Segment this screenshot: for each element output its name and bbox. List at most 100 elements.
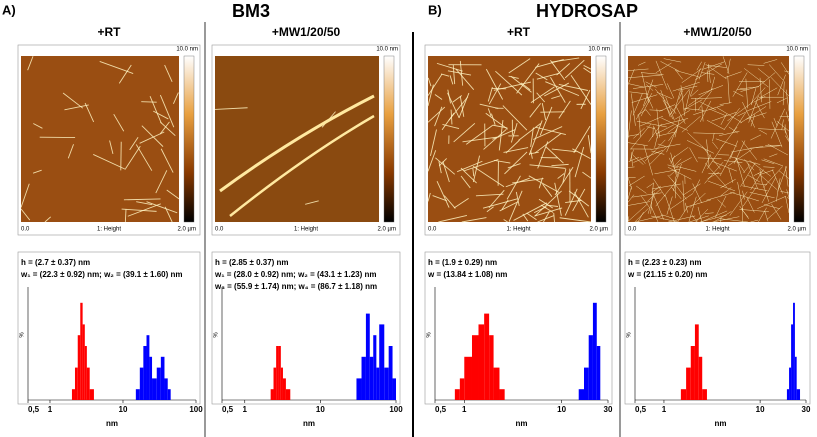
fiber xyxy=(751,87,766,104)
fiber xyxy=(427,77,432,87)
fiber xyxy=(534,207,563,217)
histogram-bar xyxy=(484,313,490,400)
fiber xyxy=(744,68,769,88)
fiber xyxy=(505,139,520,154)
fiber xyxy=(488,83,502,105)
fiber xyxy=(551,148,577,153)
fiber xyxy=(777,74,786,96)
histogram-bar xyxy=(786,389,790,400)
fiber xyxy=(635,215,664,223)
fiber xyxy=(630,152,633,167)
fiber xyxy=(681,116,701,133)
scale-max: 10.0 nm xyxy=(376,47,398,53)
afm-image xyxy=(21,56,179,222)
histogram-bar xyxy=(156,367,161,400)
fiber xyxy=(670,155,676,164)
fiber xyxy=(749,160,771,177)
fiber xyxy=(516,63,540,94)
histogram-bar xyxy=(384,367,389,400)
scale-origin: 0.0 xyxy=(21,227,30,233)
fiber xyxy=(649,109,663,111)
fiber xyxy=(633,149,664,163)
fiber xyxy=(741,209,749,218)
fiber xyxy=(737,112,746,117)
fiber xyxy=(505,177,530,188)
x-tick-label: 10 xyxy=(756,405,765,414)
fiber xyxy=(680,85,685,116)
fiber xyxy=(684,108,705,111)
fiber xyxy=(734,157,746,173)
histogram-bar xyxy=(702,389,707,400)
fiber xyxy=(723,160,743,163)
fiber xyxy=(442,123,460,130)
histogram-bar xyxy=(791,324,794,400)
fiber xyxy=(20,183,30,208)
fiber xyxy=(109,140,114,154)
histogram-bar xyxy=(493,367,500,400)
fiber xyxy=(160,148,174,173)
fiber xyxy=(743,166,749,173)
fiber xyxy=(582,171,592,179)
fiber xyxy=(764,211,769,222)
x-tick-label: 0,5 xyxy=(28,405,40,414)
fiber xyxy=(443,195,456,209)
fiber xyxy=(701,106,704,122)
histogram-bar xyxy=(167,389,171,400)
fiber xyxy=(757,72,776,88)
fiber xyxy=(733,90,744,97)
fiber xyxy=(759,168,763,185)
histogram-bar xyxy=(686,367,691,400)
fiber xyxy=(697,206,703,223)
histogram-bar xyxy=(592,302,597,400)
scan-size: 2.0 µm xyxy=(378,227,396,233)
fiber xyxy=(504,151,528,175)
fiber xyxy=(492,129,516,140)
fiber xyxy=(727,149,753,167)
fiber xyxy=(646,182,654,188)
fiber xyxy=(763,184,770,202)
histogram-bar xyxy=(143,346,147,400)
histogram-bar xyxy=(139,367,144,400)
fiber xyxy=(553,212,555,223)
annotation: w = (21.15 ± 0.20) nm xyxy=(627,270,707,279)
fiber xyxy=(160,121,176,136)
column-title: +MW1/20/50 xyxy=(683,25,752,39)
histogram-bar xyxy=(270,389,274,400)
fiber xyxy=(639,157,646,164)
fiber xyxy=(678,90,684,100)
fiber xyxy=(583,67,592,74)
fiber xyxy=(685,202,688,213)
histogram-bar xyxy=(77,335,81,400)
fiber xyxy=(674,158,682,167)
fiber xyxy=(651,206,659,223)
histogram-bar xyxy=(379,324,385,400)
fiber xyxy=(682,180,685,212)
fiber xyxy=(770,108,785,139)
fiber xyxy=(702,146,721,170)
fiber xyxy=(113,113,125,132)
group-title: HYDROSAP xyxy=(536,1,638,21)
histogram-frame xyxy=(17,251,201,405)
fiber xyxy=(742,190,745,200)
fiber xyxy=(727,75,730,104)
fiber xyxy=(643,144,653,176)
annotation: w₁ = (28.0 ± 0.92) nm; w₂ = (43.1 ± 1.23… xyxy=(214,270,376,279)
fiber xyxy=(127,203,161,217)
histogram-bar xyxy=(160,356,165,400)
annotation: h = (1.9 ± 0.29) nm xyxy=(428,258,497,267)
fiber xyxy=(712,141,719,149)
fiber xyxy=(465,124,493,145)
fiber xyxy=(628,74,661,79)
fiber xyxy=(664,194,675,223)
fiber xyxy=(689,147,698,163)
fiber xyxy=(438,158,447,167)
fiber xyxy=(762,166,783,188)
fiber xyxy=(655,182,676,207)
fiber xyxy=(706,191,735,201)
fiber xyxy=(654,169,680,175)
fiber xyxy=(628,83,645,88)
fiber xyxy=(700,214,727,223)
fiber xyxy=(677,206,689,223)
fiber xyxy=(508,190,523,222)
histogram-bar xyxy=(789,367,792,400)
